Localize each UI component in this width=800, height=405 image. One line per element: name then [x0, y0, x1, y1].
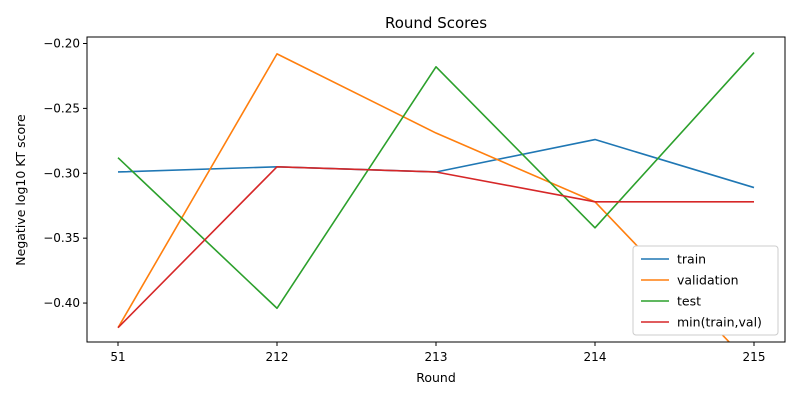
y-tick-label: −0.20: [43, 36, 80, 50]
legend-box: [632, 245, 779, 336]
legend-label: test: [677, 294, 701, 309]
y-axis: −0.40 −0.35 −0.30 −0.25 −0.20: [43, 36, 87, 310]
legend-label: validation: [677, 273, 739, 288]
x-axis-label: Round: [416, 370, 456, 385]
x-axis: 51 212 213 214 215: [110, 342, 765, 364]
series-line-min-train-val-: [117, 165, 754, 329]
x-tick-label: 213: [425, 350, 448, 364]
y-tick-label: −0.25: [43, 101, 80, 115]
legend: train validation test min(train,val): [632, 245, 779, 336]
legend-label: train: [677, 252, 706, 267]
y-tick-label: −0.40: [43, 296, 80, 310]
chart-title: Round Scores: [385, 14, 487, 32]
x-tick-label: 212: [266, 350, 289, 364]
x-tick-label: 215: [743, 350, 766, 364]
series-line-test: [117, 52, 755, 310]
x-tick-label: 51: [110, 350, 125, 364]
y-tick-label: −0.30: [43, 166, 80, 180]
x-tick-label: 214: [584, 350, 607, 364]
y-axis-label: Negative log10 KT score: [13, 114, 28, 266]
y-tick-label: −0.35: [43, 231, 80, 245]
legend-label: min(train,val): [677, 315, 762, 330]
